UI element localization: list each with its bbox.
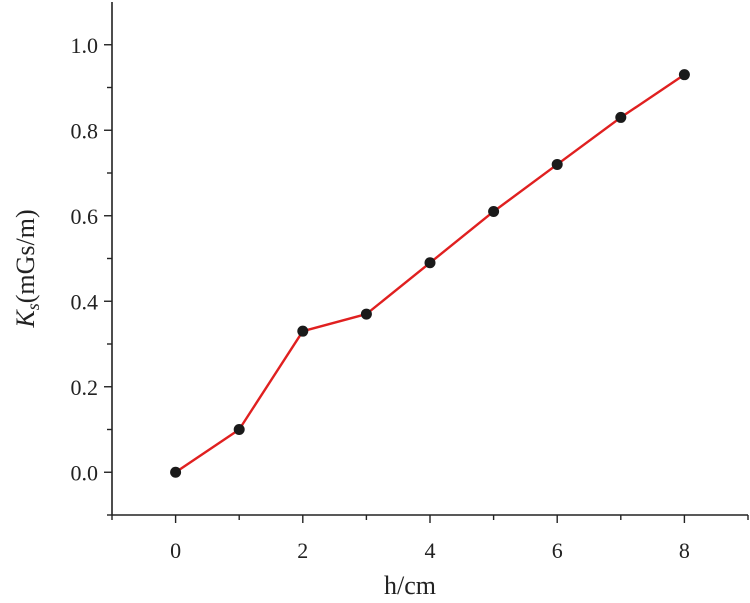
data-point xyxy=(360,308,372,320)
data-point xyxy=(488,205,500,217)
y-tick-label: 1.0 xyxy=(71,33,99,58)
series xyxy=(170,69,690,478)
y-tick-label: 0.0 xyxy=(71,460,99,485)
ticks: 0 2 4 6 8 0.0 0.2 0.4 0.6 0.8 1.0 xyxy=(71,33,749,563)
y-tick-label: 0.8 xyxy=(71,118,99,143)
y-tick-label: 0.6 xyxy=(71,204,99,229)
x-tick-label: 2 xyxy=(297,538,308,563)
y-tick-label: 0.2 xyxy=(71,375,99,400)
y-axis-title-symbol: K xyxy=(11,309,40,329)
data-point xyxy=(424,257,436,269)
y-axis-title-unit: (mGs/m) xyxy=(11,209,40,303)
x-axis-title: h/cm xyxy=(384,571,436,600)
y-tick-label: 0.4 xyxy=(71,289,99,314)
y-axis-title: Ks(mGs/m) xyxy=(11,209,43,328)
data-point xyxy=(551,158,563,170)
data-point xyxy=(678,69,690,81)
y-axis-title-subscript: s xyxy=(23,303,43,310)
data-point xyxy=(297,325,309,337)
x-tick-label: 4 xyxy=(425,538,436,563)
data-point xyxy=(170,466,182,478)
series-line xyxy=(174,73,686,474)
data-point xyxy=(615,111,627,123)
x-tick-label: 8 xyxy=(679,538,690,563)
x-tick-label: 6 xyxy=(552,538,563,563)
data-point xyxy=(233,424,245,435)
x-tick-label: 0 xyxy=(170,538,181,563)
